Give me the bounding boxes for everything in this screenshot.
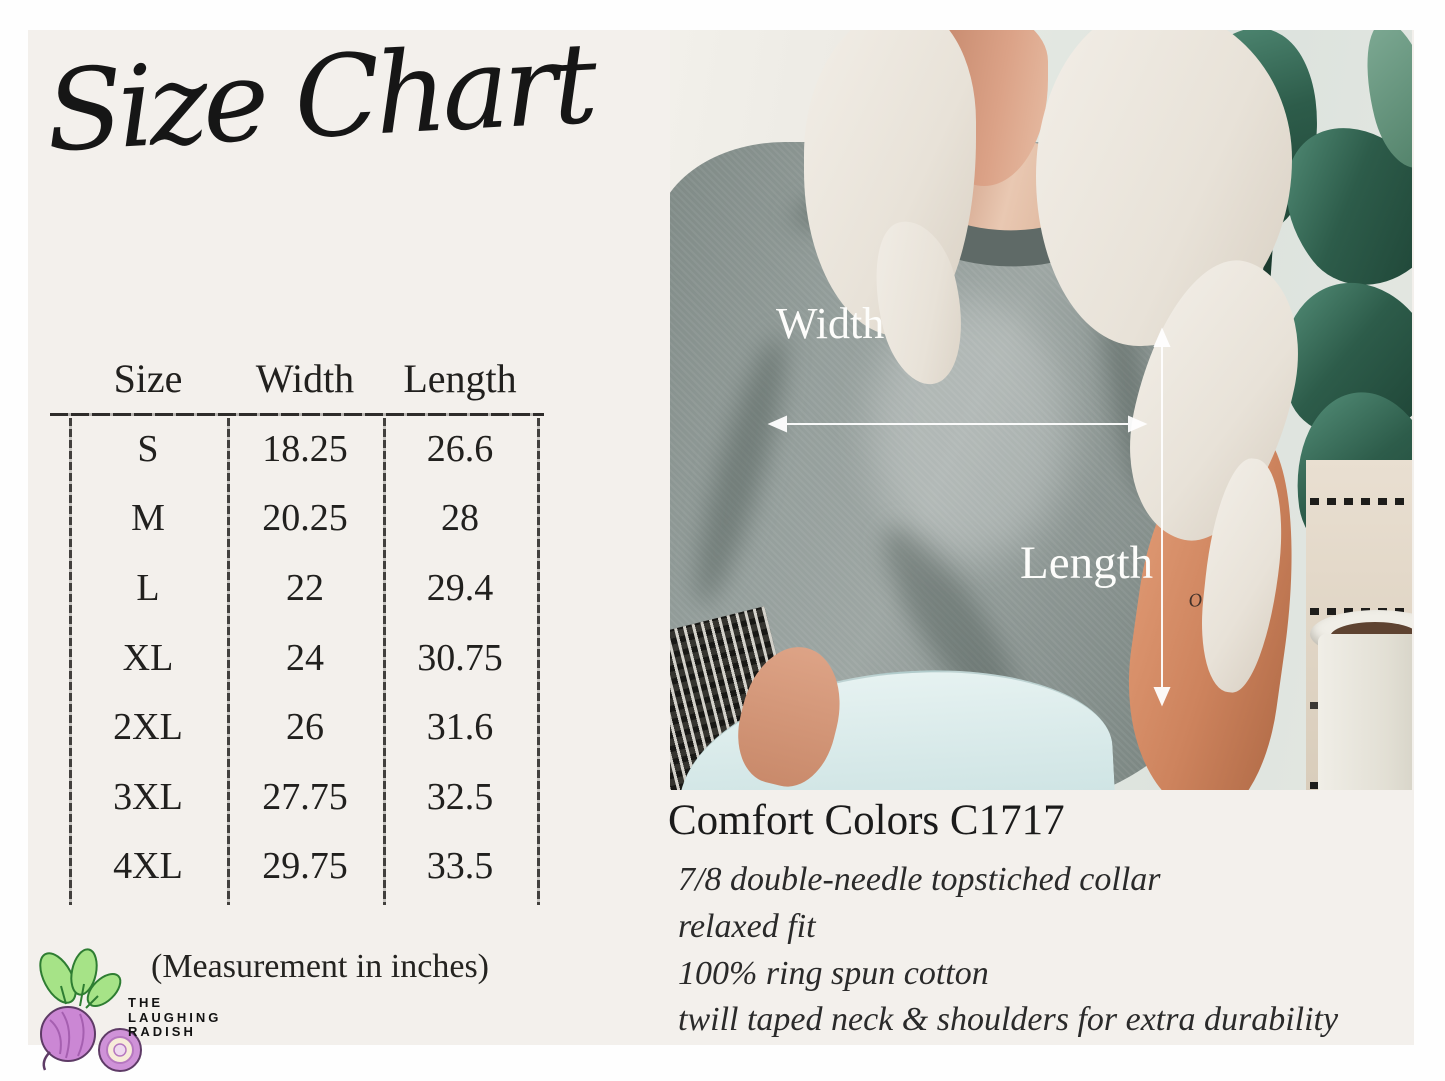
table-column-divider	[537, 418, 540, 905]
logo-line: RADISH	[128, 1024, 196, 1039]
table-column-divider	[69, 418, 72, 905]
width-annotation: Width	[776, 299, 885, 348]
length-annotation: Length	[1020, 537, 1154, 589]
width-cell: 24	[286, 636, 324, 679]
measurement-arrows	[767, 327, 1171, 707]
product-feature: relaxed fit	[678, 908, 816, 946]
column-header-length: Length	[403, 355, 517, 401]
table-row: 2XL 26 31.6	[40, 692, 600, 762]
column-header-width: Width	[255, 355, 355, 401]
size-cell: M	[131, 497, 165, 540]
width-cell: 27.75	[262, 775, 348, 818]
size-cell: 2XL	[113, 706, 183, 749]
page-title: Size Chart	[42, 18, 596, 178]
logo-line: THE	[128, 995, 163, 1010]
measurement-note: (Measurement in inches)	[151, 948, 489, 985]
size-table: Size Width Length S 18.25 26.6 M 20.25 2…	[40, 342, 600, 912]
length-cell: 31.6	[426, 706, 494, 749]
size-cell: 3XL	[113, 775, 183, 818]
length-cell: 28	[441, 497, 479, 540]
width-cell: 20.25	[262, 497, 348, 540]
textile-stripe	[1310, 498, 1412, 505]
width-cell: 18.25	[262, 427, 348, 470]
product-feature: 100% ring spun cotton	[678, 954, 989, 992]
size-cell: S	[137, 427, 159, 470]
table-column-divider	[383, 418, 386, 905]
length-cell: 32.5	[426, 775, 494, 818]
size-cell: L	[136, 566, 160, 609]
logo-line: LAUGHING	[128, 1009, 222, 1025]
product-feature-list: 7/8 double-needle topstiched collar rela…	[668, 857, 1413, 1043]
table-column-divider	[227, 418, 230, 905]
model-photo: Océan Width Length	[670, 30, 1412, 790]
table-row: S 18.25 26.6	[40, 414, 600, 484]
table-row: XL 24 30.75	[40, 623, 600, 693]
brand-logo-text: THE LAUGHING RADISH	[128, 995, 222, 1040]
length-cell: 26.6	[426, 427, 494, 470]
plant-pot	[1318, 634, 1412, 790]
table-row: L 22 29.4	[40, 553, 600, 623]
size-cell: XL	[122, 636, 174, 679]
width-cell: 26	[286, 706, 324, 749]
table-row: M 20.25 28	[40, 484, 600, 554]
table-row: 4XL 29.75 33.5	[40, 832, 600, 902]
size-cell: 4XL	[113, 845, 183, 888]
product-feature: twill taped neck & shoulders for extra d…	[678, 1001, 1339, 1039]
table-header-divider	[50, 413, 544, 416]
radish-icon	[39, 948, 142, 1072]
product-title: Comfort Colors C1717	[668, 797, 1065, 844]
length-cell: 33.5	[426, 845, 494, 888]
length-cell: 30.75	[417, 636, 503, 679]
table-row: 3XL 27.75 32.5	[40, 762, 600, 832]
brand-logo: THE LAUGHING RADISH	[28, 946, 268, 1080]
length-cell: 29.4	[426, 566, 494, 609]
table-header-row: Size Width Length	[40, 342, 600, 414]
width-cell: 29.75	[262, 845, 348, 888]
product-feature: 7/8 double-needle topstiched collar	[678, 861, 1161, 899]
width-cell: 22	[286, 566, 324, 609]
product-info: Comfort Colors C1717 7/8 double-needle t…	[668, 796, 1413, 1044]
column-header-size: Size	[113, 355, 183, 401]
